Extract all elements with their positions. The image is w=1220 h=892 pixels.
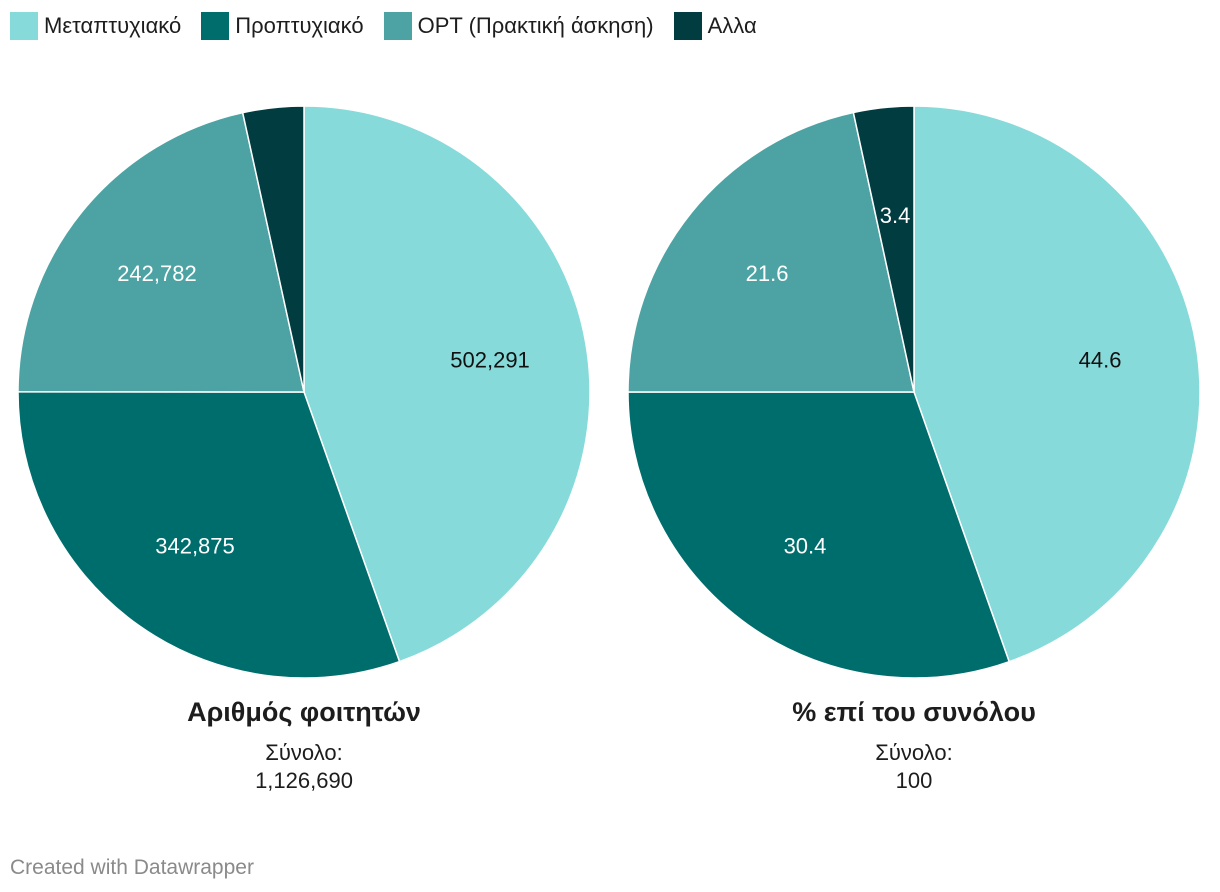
- pie-slice-percent-other: [852, 105, 915, 393]
- pie-label-students-undergraduate: 342,875: [155, 534, 235, 559]
- legend-swatch-other: [673, 12, 702, 40]
- pie-slice-students-masters: [303, 105, 591, 663]
- legend-label-opt: OPT (Πρακτική άσκηση): [417, 13, 654, 38]
- pie-slice-percent-masters: [913, 105, 1201, 663]
- pie-slice-students-other: [241, 105, 305, 393]
- legend-item-undergraduate: Προπτυχιακό: [201, 12, 364, 40]
- pie-slice-students-undergraduate: [17, 391, 401, 679]
- pie-label-percent-undergraduate: 30.4: [784, 534, 827, 559]
- legend-swatch-undergraduate: [201, 12, 230, 40]
- legend-item-other: Αλλα: [673, 12, 757, 40]
- pie-slice-percent-opt: [627, 111, 915, 393]
- legend-label-masters: Μεταπτυχιακό: [44, 13, 182, 38]
- pie-label-percent-other: 3.4: [880, 203, 911, 228]
- legend-swatch-opt: [383, 12, 412, 40]
- pie-total-value-percent: 100: [895, 768, 933, 793]
- pie-total-value-students: 1,126,690: [255, 768, 353, 793]
- pie-total-label-students: Σύνολο:: [265, 740, 343, 765]
- legend-swatch-masters: [10, 12, 38, 40]
- pie-label-percent-masters: 44.6: [1079, 348, 1122, 373]
- chart-legend: Μεταπτυχιακό Προπτυχιακό OPT (Πρακτική ά…: [10, 12, 757, 40]
- pie-title-students: Αριθμός φοιτητών: [187, 697, 421, 727]
- pie-slice-percent-undergraduate: [627, 391, 1011, 679]
- pie-label-students-opt: 242,782: [117, 261, 197, 286]
- pie-slice-students-opt: [17, 111, 305, 393]
- legend-label-undergraduate: Προπτυχιακό: [235, 13, 364, 38]
- legend-item-opt: OPT (Πρακτική άσκηση): [383, 12, 654, 40]
- pie-total-label-percent: Σύνολο:: [875, 740, 953, 765]
- pie-title-percent: % επί του συνόλου: [792, 697, 1036, 727]
- legend-item-masters: Μεταπτυχιακό: [10, 12, 181, 40]
- pie-label-percent-opt: 21.6: [746, 261, 789, 286]
- footer-credit: Created with Datawrapper: [10, 856, 254, 879]
- pie-label-students-masters: 502,291: [450, 348, 530, 373]
- legend-label-other: Αλλα: [707, 13, 757, 38]
